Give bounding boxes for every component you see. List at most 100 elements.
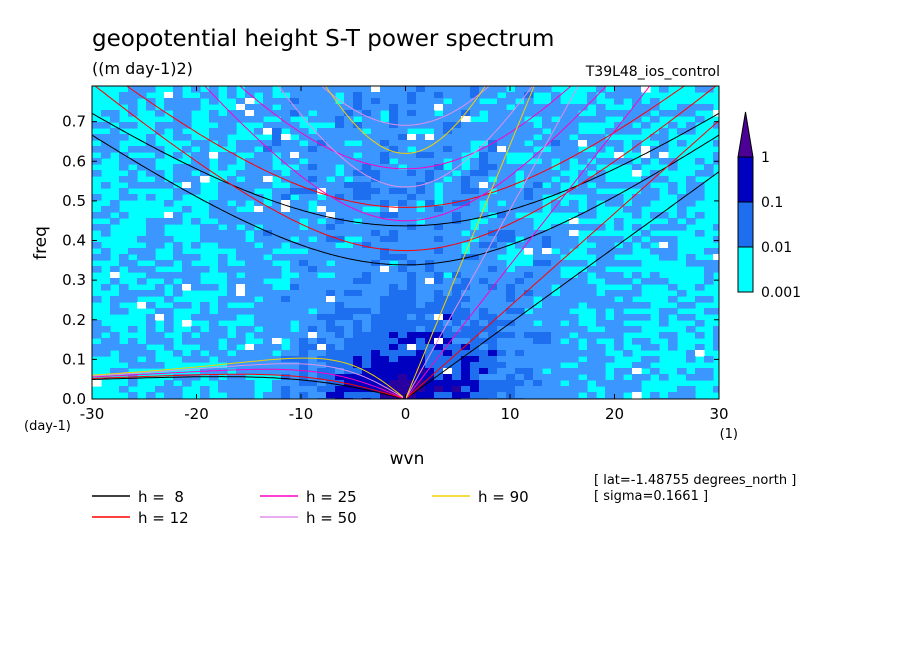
- heatmap-cell: [587, 266, 597, 273]
- heatmap-cell: [380, 362, 390, 369]
- heatmap-cell: [173, 212, 183, 219]
- heatmap-cell: [560, 368, 570, 375]
- heatmap-cell: [389, 110, 399, 117]
- heatmap-cell: [227, 296, 237, 303]
- heatmap-cell: [173, 242, 183, 249]
- heatmap-cell: [452, 200, 462, 207]
- heatmap-cell: [290, 176, 300, 183]
- heatmap-cell: [416, 338, 426, 345]
- heatmap-cell: [425, 302, 435, 309]
- heatmap-cell: [398, 110, 408, 117]
- heatmap-cell: [614, 110, 624, 117]
- heatmap-cell: [200, 284, 210, 291]
- heatmap-cell: [524, 314, 534, 321]
- heatmap-cell: [335, 278, 345, 285]
- heatmap-cell: [254, 260, 264, 267]
- heatmap-cell: [596, 266, 606, 273]
- heatmap-cell: [362, 236, 372, 243]
- heatmap-cell: [335, 200, 345, 207]
- heatmap-cell: [596, 344, 606, 351]
- heatmap-cell: [362, 122, 372, 129]
- heatmap-cell: [596, 362, 606, 369]
- heatmap-cell: [317, 338, 327, 345]
- heatmap-cell: [236, 254, 246, 261]
- heatmap-cell: [335, 206, 345, 213]
- heatmap-cell: [335, 290, 345, 297]
- heatmap-cell: [164, 98, 174, 105]
- heatmap-cell: [551, 122, 561, 129]
- heatmap-cell: [578, 188, 588, 195]
- heatmap-cell: [344, 362, 354, 369]
- heatmap-cell: [164, 272, 174, 279]
- heatmap-cell: [155, 230, 165, 237]
- heatmap-cell: [425, 212, 435, 219]
- heatmap-cell: [326, 224, 336, 231]
- heatmap-cell: [326, 266, 336, 273]
- heatmap-cell: [434, 350, 444, 357]
- heatmap-cell: [497, 194, 507, 201]
- heatmap-cell: [398, 104, 408, 111]
- heatmap-cell: [623, 350, 633, 357]
- heatmap-cell: [470, 344, 480, 351]
- heatmap-cell: [452, 320, 462, 327]
- heatmap-cell: [578, 158, 588, 165]
- heatmap-cell: [569, 146, 579, 153]
- heatmap-cell: [155, 128, 165, 135]
- heatmap-cell: [227, 356, 237, 363]
- heatmap-cell: [659, 110, 669, 117]
- heatmap-cell: [551, 344, 561, 351]
- heatmap-cell: [569, 236, 579, 243]
- heatmap-cell: [335, 182, 345, 189]
- heatmap-cell: [389, 146, 399, 153]
- heatmap-cell: [452, 284, 462, 291]
- heatmap-cell: [434, 368, 444, 375]
- heatmap-cell: [497, 320, 507, 327]
- heatmap-cell: [245, 158, 255, 165]
- heatmap-cell: [470, 272, 480, 279]
- heatmap-cell: [380, 320, 390, 327]
- heatmap-cell: [443, 92, 453, 99]
- heatmap-cell: [497, 128, 507, 135]
- heatmap-cell: [587, 140, 597, 147]
- heatmap-cell: [146, 326, 156, 333]
- heatmap-cell: [695, 104, 705, 111]
- heatmap-cell: [236, 188, 246, 195]
- heatmap-cell: [533, 290, 543, 297]
- heatmap-cell: [596, 308, 606, 315]
- heatmap-cell: [614, 224, 624, 231]
- heatmap-cell: [659, 314, 669, 321]
- heatmap-cell: [92, 254, 102, 261]
- heatmap-cell: [308, 302, 318, 309]
- heatmap-cell: [353, 332, 363, 339]
- heatmap-cell: [425, 200, 435, 207]
- heatmap-cell: [668, 254, 678, 261]
- heatmap-cell: [488, 170, 498, 177]
- heatmap-cell: [227, 380, 237, 387]
- heatmap-cell: [623, 122, 633, 129]
- heatmap-cell: [551, 356, 561, 363]
- heatmap-cell: [650, 344, 660, 351]
- heatmap-cell: [335, 362, 345, 369]
- heatmap-cell: [317, 260, 327, 267]
- heatmap-cell: [281, 362, 291, 369]
- heatmap-cell: [263, 128, 273, 135]
- heatmap-cell: [389, 266, 399, 273]
- heatmap-cell: [668, 248, 678, 255]
- heatmap-cell: [371, 392, 381, 399]
- heatmap-cell: [551, 92, 561, 99]
- heatmap-cell: [263, 260, 273, 267]
- heatmap-cell: [506, 212, 516, 219]
- heatmap-cell: [587, 194, 597, 201]
- heatmap-cell: [236, 266, 246, 273]
- heatmap-cell: [686, 374, 696, 381]
- heatmap-cell: [470, 284, 480, 291]
- heatmap-cell: [524, 290, 534, 297]
- heatmap-cell: [182, 260, 192, 267]
- heatmap-cell: [344, 314, 354, 321]
- heatmap-cell: [677, 194, 687, 201]
- heatmap-cell: [416, 152, 426, 159]
- heatmap-cell: [371, 308, 381, 315]
- heatmap-cell: [569, 290, 579, 297]
- heatmap-cell: [128, 158, 138, 165]
- heatmap-cell: [299, 338, 309, 345]
